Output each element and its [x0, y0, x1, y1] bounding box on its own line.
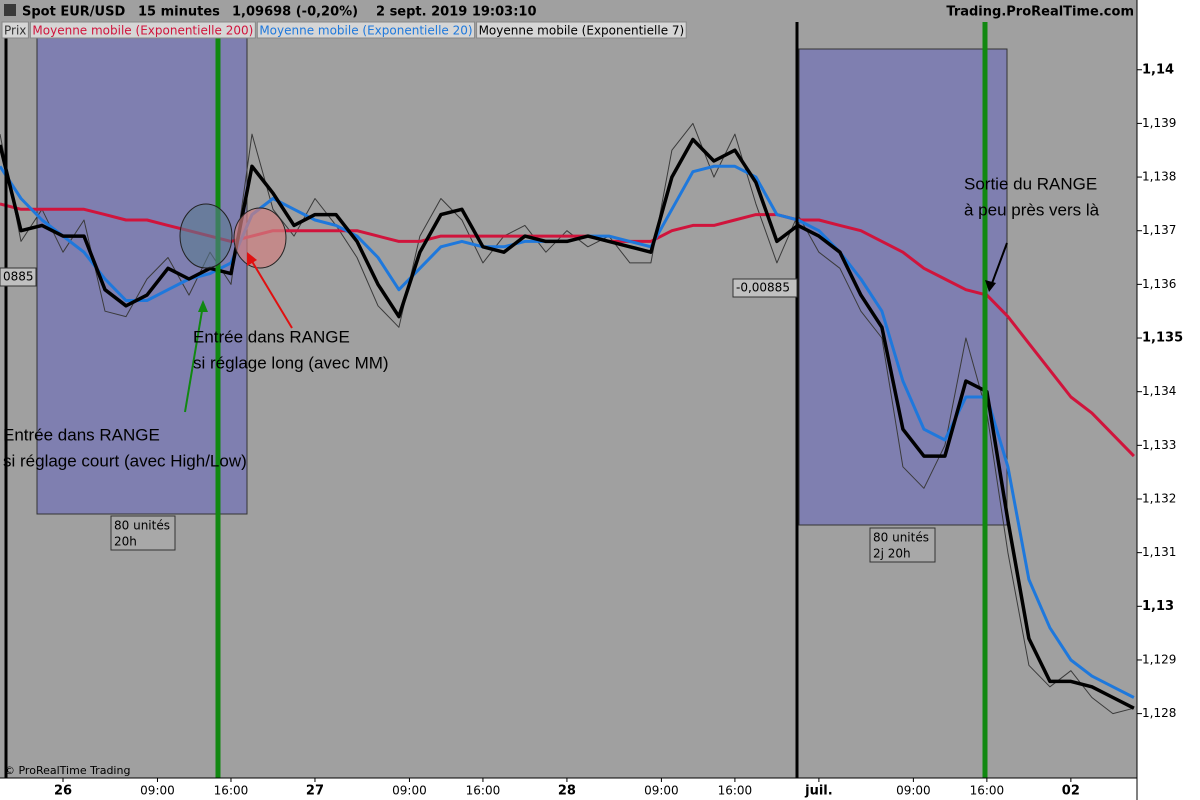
legend-box — [256, 21, 476, 39]
x-tick-label: 28 — [558, 784, 576, 799]
x-tick-label: 02 — [1062, 784, 1080, 799]
legend-label: Prix — [4, 24, 26, 38]
x-tick-label: juil. — [804, 784, 833, 799]
arrow-head — [198, 300, 208, 312]
annotation: Entrée dans RANGE — [3, 425, 160, 444]
box-label: 80 unités — [114, 519, 170, 533]
x-tick-label: 16:00 — [466, 784, 501, 798]
label-box — [110, 515, 176, 551]
x-axis-area — [0, 778, 1137, 800]
header-bar — [0, 0, 1137, 22]
y-tick-label: 1,139 — [1142, 116, 1176, 130]
box-label: 2j 20h — [873, 547, 911, 561]
x-tick-label: 16:00 — [970, 784, 1005, 798]
annotation: à peu près vers là — [964, 200, 1100, 219]
x-tick-label: 09:00 — [392, 784, 427, 798]
price: 1,09698 (-0,20%) — [232, 5, 358, 20]
y-tick-label: 1,129 — [1142, 652, 1176, 666]
value-box — [0, 267, 37, 287]
box-label: 80 unités — [873, 531, 929, 545]
y-tick-label: 1,133 — [1142, 438, 1176, 452]
legend-box — [1, 21, 29, 39]
series-line — [0, 137, 1135, 710]
y-tick-label: 1,136 — [1142, 277, 1176, 291]
arrow-head — [247, 252, 257, 266]
annotation: Entrée dans RANGE — [193, 327, 350, 346]
y-tick-label: 1,128 — [1142, 706, 1176, 720]
label-box — [869, 527, 936, 563]
highlight-circle — [179, 203, 233, 269]
x-tick-label: 09:00 — [644, 784, 679, 798]
legend-label: Moyenne mobile (Exponentielle 200) — [32, 24, 253, 38]
annotation: si réglage long (avec MM) — [193, 353, 389, 372]
y-tick-label: 1,14 — [1142, 62, 1174, 77]
y-tick-label: 1,135 — [1142, 331, 1183, 346]
value-box — [732, 278, 798, 298]
value-label: 0885 — [3, 270, 34, 284]
y-tick-label: 1,131 — [1142, 545, 1176, 559]
y-tick-label: 1,138 — [1142, 170, 1176, 184]
arrow-head — [985, 280, 996, 292]
datetime: 2 sept. 2019 19:03:10 — [376, 5, 537, 20]
box-label: 20h — [114, 535, 137, 549]
icon — [4, 4, 16, 16]
y-tick-label: 1,134 — [1142, 384, 1176, 398]
arrow — [184, 304, 204, 413]
annotation: Sortie du RANGE — [964, 174, 1097, 193]
legend-label: Moyenne mobile (Exponentielle 7) — [479, 24, 685, 38]
series-line — [0, 122, 1135, 715]
site: Trading.ProRealTime.com — [946, 5, 1134, 20]
period: 15 minutes — [138, 5, 220, 20]
copyright: © ProRealTime Trading — [4, 764, 130, 777]
legend-box — [476, 21, 687, 39]
legend-label: Moyenne mobile (Exponentielle 20) — [259, 24, 472, 38]
legend: Prix Moyenne mobile (Exponentielle 200) Mo… — [1, 21, 687, 39]
y-tick-label: 1,13 — [1142, 599, 1174, 614]
highlight-circle — [233, 207, 287, 269]
annotation: si réglage court (avec High/Low) — [3, 451, 247, 470]
x-tick-label: 26 — [54, 784, 72, 799]
x-tick-label: 09:00 — [140, 784, 175, 798]
arrow — [990, 242, 1008, 287]
legend-box — [29, 21, 256, 39]
x-tick-label: 16:00 — [214, 784, 249, 798]
value-label: -0,00885 — [736, 281, 790, 295]
range-box — [798, 48, 1008, 526]
y-axis-area — [1137, 0, 1200, 800]
y-tick-label: 1,137 — [1142, 223, 1176, 237]
x-tick-label: 16:00 — [718, 784, 753, 798]
x-tick-label: 27 — [306, 784, 324, 799]
y-tick-label: 1,132 — [1142, 491, 1176, 505]
arrow — [249, 257, 293, 329]
instrument: Spot EUR/USD — [22, 5, 125, 20]
x-tick-label: 09:00 — [896, 784, 931, 798]
